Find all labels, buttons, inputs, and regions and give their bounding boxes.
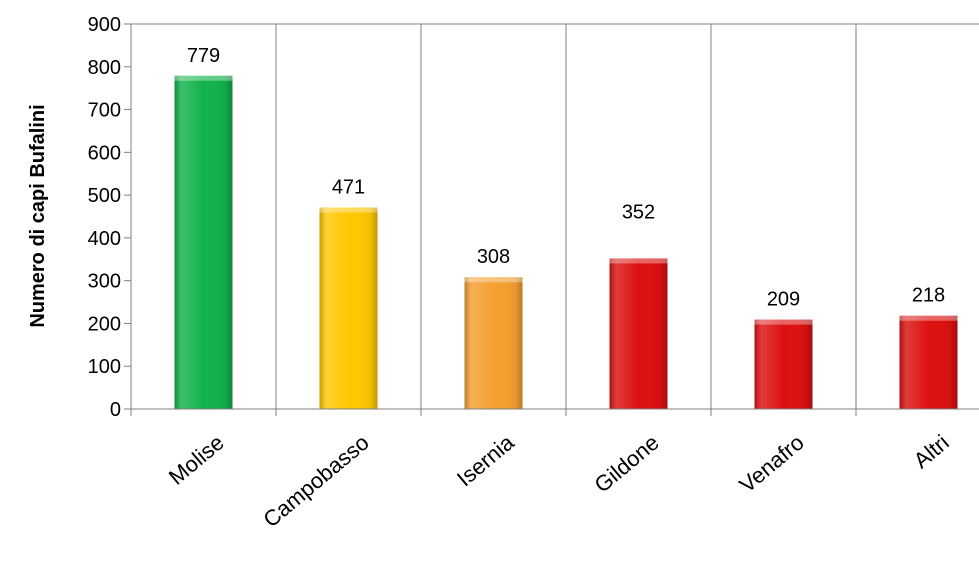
bar-highlight bbox=[174, 75, 233, 81]
y-tick-label: 600 bbox=[88, 142, 121, 164]
y-tick-label: 500 bbox=[88, 185, 121, 207]
bar-highlight bbox=[464, 277, 523, 283]
y-tick-label: 100 bbox=[88, 356, 121, 378]
y-tick-label: 300 bbox=[88, 271, 121, 293]
y-tick-label: 400 bbox=[88, 228, 121, 250]
bar-shading bbox=[319, 207, 378, 409]
bar-shading bbox=[174, 75, 233, 409]
bar-highlight bbox=[899, 315, 958, 321]
axes bbox=[124, 23, 979, 416]
data-label: 308 bbox=[477, 246, 510, 268]
category-label: Altri bbox=[909, 430, 954, 474]
y-tick-label: 0 bbox=[110, 399, 121, 421]
bar-highlight bbox=[609, 258, 668, 264]
gridlines bbox=[131, 23, 979, 409]
bar-shading bbox=[899, 315, 958, 409]
bar-shading bbox=[464, 277, 523, 409]
bar-highlight bbox=[319, 207, 378, 213]
category-label: Venafro bbox=[735, 430, 809, 498]
category-label: Molise bbox=[164, 430, 229, 490]
y-tick-label: 900 bbox=[88, 14, 121, 36]
data-label: 218 bbox=[912, 285, 945, 307]
category-label: Isernia bbox=[452, 429, 519, 491]
y-tick-label: 200 bbox=[88, 313, 121, 335]
y-tick-label: 700 bbox=[88, 100, 121, 122]
data-label: 352 bbox=[622, 201, 655, 223]
data-label: 779 bbox=[187, 45, 220, 67]
data-label: 209 bbox=[767, 289, 800, 311]
category-label: Campobasso bbox=[258, 430, 373, 532]
bars bbox=[174, 75, 958, 409]
bar-highlight bbox=[754, 319, 813, 325]
data-label: 471 bbox=[332, 177, 365, 199]
bar-shading bbox=[754, 319, 813, 409]
y-axis-title: Numero di capi Bufalini bbox=[27, 104, 49, 327]
y-tick-label: 800 bbox=[88, 57, 121, 79]
bar-shading bbox=[609, 258, 668, 409]
category-label: Gildone bbox=[590, 430, 664, 498]
